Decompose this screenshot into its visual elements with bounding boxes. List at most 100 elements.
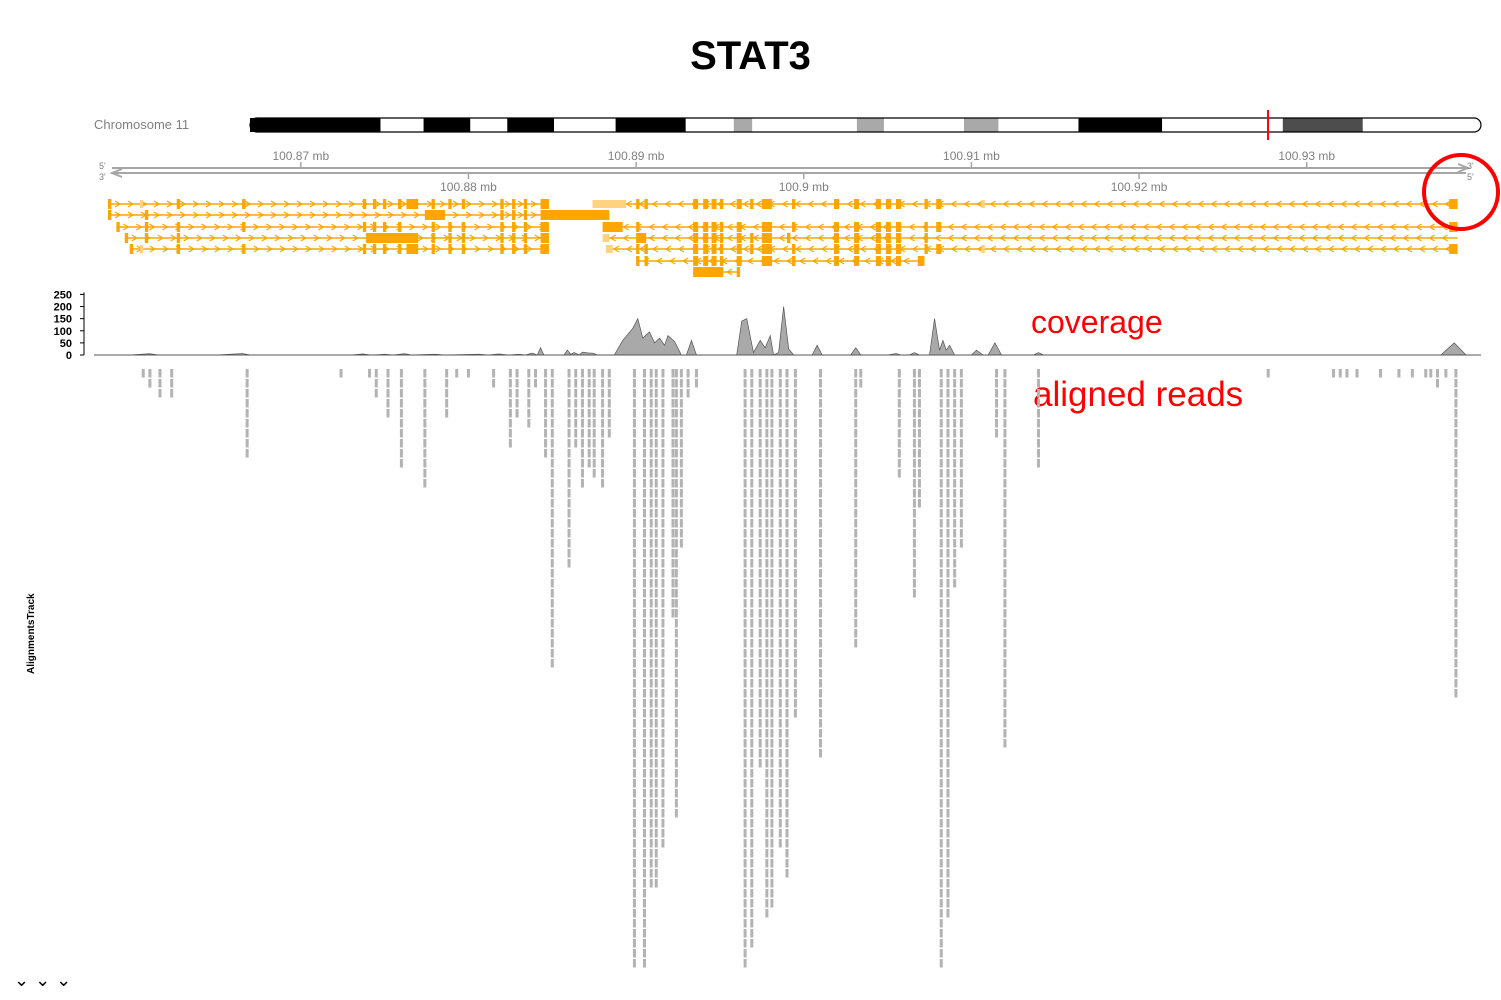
strand-chevron: [1181, 234, 1188, 242]
aligned-read: [854, 609, 858, 618]
exon: [875, 233, 881, 243]
aligned-read: [674, 779, 678, 788]
aligned-read: [1003, 449, 1007, 458]
aligned-read: [785, 559, 789, 568]
aligned-read: [953, 569, 957, 578]
aligned-read: [765, 809, 769, 818]
aligned-read: [1003, 579, 1007, 588]
aligned-read: [587, 429, 591, 438]
aligned-read: [743, 949, 747, 958]
read-stack: [912, 369, 916, 598]
aligned-read: [897, 419, 901, 428]
exon: [406, 244, 419, 254]
aligned-read: [854, 499, 858, 508]
aligned-read: [1003, 369, 1007, 378]
aligned-read: [785, 799, 789, 808]
strand-chevron: [1119, 200, 1126, 208]
exon: [461, 199, 466, 209]
strand-chevron: [837, 257, 845, 265]
read-stack: [1410, 369, 1414, 378]
aligned-read: [750, 539, 754, 548]
aligned-read: [592, 399, 596, 408]
aligned-read: [515, 399, 519, 408]
aligned-read: [632, 479, 636, 488]
aligned-read: [854, 479, 858, 488]
aligned-read: [946, 419, 950, 428]
aligned-read: [953, 499, 957, 508]
aligned-read: [1454, 599, 1458, 608]
aligned-read: [642, 789, 646, 798]
aligned-read: [750, 779, 754, 788]
aligned-read: [939, 389, 943, 398]
aligned-read: [679, 509, 683, 518]
strand-chevron: [989, 245, 997, 253]
aligned-read: [1454, 589, 1458, 598]
aligned-read: [946, 609, 950, 618]
aligned-read: [854, 389, 858, 398]
strand-chevron: [331, 223, 338, 231]
aligned-read: [946, 709, 950, 718]
strand-chevron: [201, 223, 208, 231]
read-stack: [671, 369, 675, 618]
read-stack: [1266, 369, 1270, 378]
aligned-read: [1454, 659, 1458, 668]
strand-chevron: [266, 223, 273, 231]
aligned-read: [1003, 669, 1007, 678]
read-stack: [1435, 369, 1439, 388]
exon: [917, 256, 925, 266]
aligned-read: [758, 619, 762, 628]
aligned-read: [492, 369, 496, 378]
aligned-read: [765, 399, 769, 408]
aligned-read: [580, 409, 584, 418]
exon: [885, 244, 891, 254]
read-stack: [1332, 369, 1336, 378]
more-tracks-icon[interactable]: ⌄⌄⌄: [14, 970, 78, 990]
aligned-read: [939, 699, 943, 708]
aligned-read: [654, 379, 658, 388]
exon: [711, 256, 717, 266]
aligned-read: [765, 749, 769, 758]
aligned-read: [1036, 399, 1040, 408]
aligned-read: [743, 619, 747, 628]
transcript: [548, 210, 610, 220]
exon: [854, 233, 860, 243]
aligned-read: [686, 389, 690, 398]
aligned-read: [632, 929, 636, 938]
aligned-read: [912, 539, 916, 548]
aligned-read: [946, 889, 950, 898]
aligned-read: [959, 419, 963, 428]
aligned-read: [743, 929, 747, 938]
aligned-read: [939, 569, 943, 578]
aligned-read: [674, 709, 678, 718]
aligned-read: [399, 419, 403, 428]
aligned-read: [939, 729, 943, 738]
aligned-read: [939, 959, 943, 968]
ideogram-outline: [249, 117, 1482, 133]
strand-chevron: [1012, 234, 1019, 242]
aligned-read: [642, 859, 646, 868]
aligned-read: [778, 479, 782, 488]
aligned-read: [793, 519, 797, 528]
aligned-read: [550, 529, 554, 538]
aligned-read: [897, 459, 901, 468]
aligned-read: [654, 599, 658, 608]
aligned-read: [632, 799, 636, 808]
aligned-read: [661, 799, 665, 808]
exon: [372, 222, 377, 232]
aligned-read: [642, 589, 646, 598]
aligned-read: [765, 739, 769, 748]
aligned-read: [386, 369, 390, 378]
aligned-read: [592, 459, 596, 468]
read-stack: [580, 369, 584, 488]
strand-chevron: [1418, 200, 1425, 208]
aligned-read: [674, 729, 678, 738]
aligned-read: [854, 589, 858, 598]
strand-chevron: [127, 211, 135, 219]
aligned-read: [649, 639, 653, 648]
strand-chevron: [674, 234, 681, 242]
aligned-read: [785, 679, 789, 688]
aligned-read: [649, 669, 653, 678]
aligned-read: [743, 439, 747, 448]
aligned-read: [770, 779, 774, 788]
aligned-read: [770, 499, 774, 508]
